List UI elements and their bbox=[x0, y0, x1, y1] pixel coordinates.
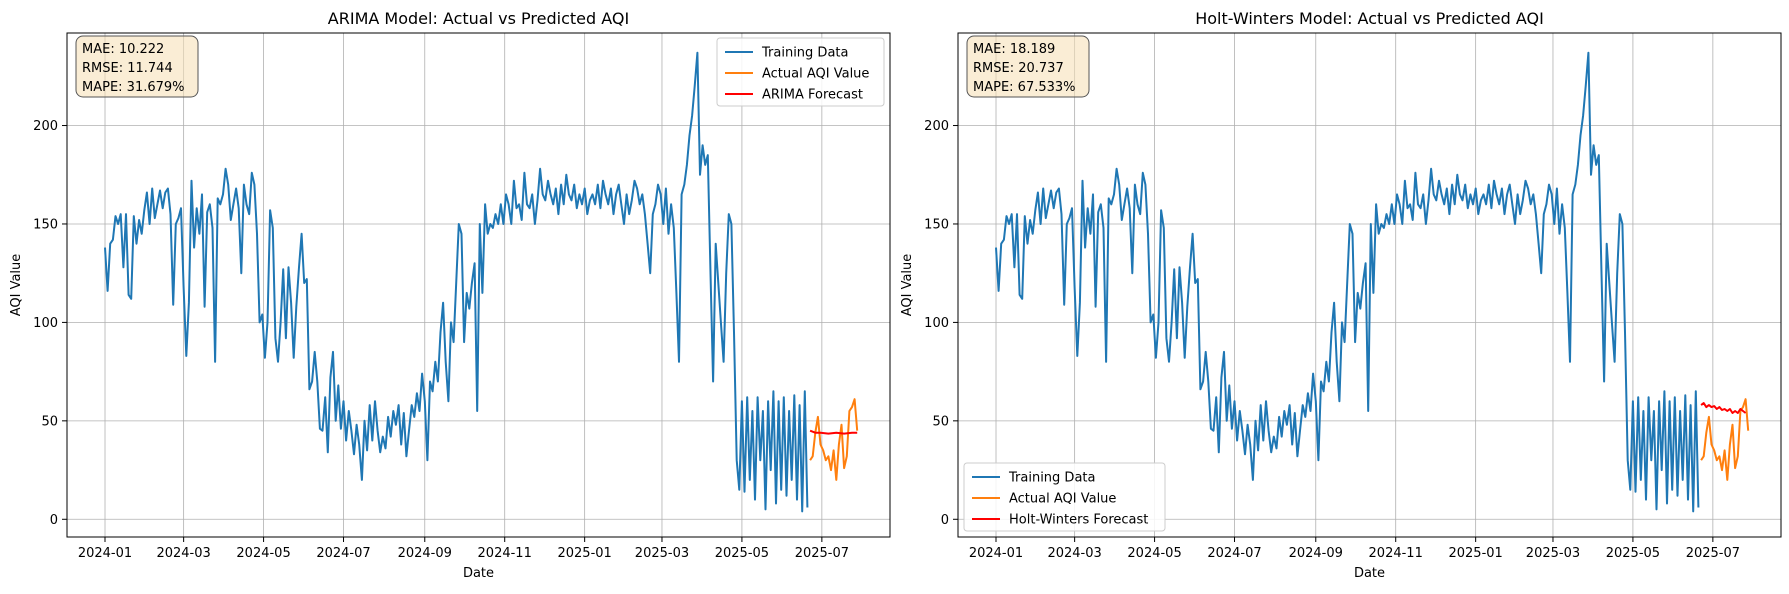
metric-mape: MAPE: 67.533% bbox=[973, 80, 1076, 95]
legend-label: Training Data bbox=[1008, 471, 1095, 486]
x-tick-label: 2025-07 bbox=[795, 546, 849, 561]
series-line-training-data bbox=[104, 51, 809, 513]
legend-label: Actual AQI Value bbox=[1009, 492, 1116, 507]
y-tick-label: 200 bbox=[924, 119, 949, 134]
y-tick-label: 0 bbox=[941, 513, 949, 528]
y-tick-label: 100 bbox=[924, 316, 949, 331]
series-line-actual-aqi-value bbox=[809, 398, 859, 481]
y-tick-label: 100 bbox=[33, 316, 58, 331]
chart-title: ARIMA Model: Actual vs Predicted AQI bbox=[328, 9, 629, 28]
legend-frame bbox=[716, 37, 885, 107]
x-tick-label: 2024-05 bbox=[236, 546, 290, 561]
series-line-holt-winters-forecast bbox=[1700, 402, 1747, 414]
legend-frame bbox=[963, 462, 1166, 532]
metric-mae: MAE: 10.222 bbox=[82, 42, 164, 57]
legend-label: ARIMA Forecast bbox=[762, 88, 863, 103]
y-tick-label: 150 bbox=[33, 217, 58, 232]
legend-label: Actual AQI Value bbox=[762, 67, 869, 82]
x-tick-label: 2024-01 bbox=[969, 546, 1023, 561]
y-tick-label: 150 bbox=[924, 217, 949, 232]
metric-mae: MAE: 18.189 bbox=[973, 42, 1055, 57]
y-tick-label: 50 bbox=[932, 414, 949, 429]
legend: Training Data Actual AQI Value ARIMA Forec… bbox=[716, 37, 885, 107]
chart-title: Holt-Winters Model: Actual vs Predicted … bbox=[1195, 9, 1544, 28]
x-tick-label: 2024-07 bbox=[1207, 546, 1261, 561]
metric-mape: MAPE: 31.679% bbox=[82, 80, 185, 95]
series-line-arima-forecast bbox=[809, 429, 858, 435]
x-tick-label: 2025-01 bbox=[557, 546, 611, 561]
x-tick-label: 2024-03 bbox=[1047, 546, 1101, 561]
metric-rmse: RMSE: 11.744 bbox=[82, 61, 173, 76]
legend: Training Data Actual AQI Value Holt-Winter… bbox=[963, 462, 1166, 532]
y-tick-label: 200 bbox=[33, 119, 58, 134]
y-tick-label: 50 bbox=[41, 414, 58, 429]
x-axis-label: Date bbox=[1354, 566, 1385, 581]
x-tick-label: 2024-07 bbox=[316, 546, 370, 561]
y-axis-label: AQI Value bbox=[9, 254, 24, 317]
x-tick-label: 2025-01 bbox=[1448, 546, 1502, 561]
x-tick-label: 2024-01 bbox=[78, 546, 132, 561]
chart-panel-1: 2024-01 2024-03 2024-05 2024-07 2024-09 2024-… bbox=[9, 9, 891, 581]
chart-panel-2: 2024-01 2024-03 2024-05 2024-07 2024-09 2024-… bbox=[900, 9, 1782, 581]
metric-rmse: RMSE: 20.737 bbox=[973, 61, 1064, 76]
x-tick-label: 2025-03 bbox=[635, 546, 689, 561]
x-tick-label: 2024-11 bbox=[478, 546, 532, 561]
plot-frame bbox=[66, 32, 891, 538]
x-tick-label: 2024-03 bbox=[156, 546, 210, 561]
series-line-actual-aqi-value bbox=[1700, 398, 1750, 481]
plot-frame bbox=[957, 32, 1782, 538]
x-tick-label: 2025-05 bbox=[715, 546, 769, 561]
x-tick-label: 2024-09 bbox=[1289, 546, 1343, 561]
x-tick-label: 2024-05 bbox=[1127, 546, 1181, 561]
metrics-box bbox=[966, 35, 1090, 98]
x-tick-label: 2025-07 bbox=[1686, 546, 1740, 561]
x-tick-label: 2025-05 bbox=[1606, 546, 1660, 561]
x-tick-label: 2024-11 bbox=[1369, 546, 1423, 561]
x-tick-label: 2024-09 bbox=[398, 546, 452, 561]
metrics-box bbox=[75, 35, 199, 98]
y-axis-label: AQI Value bbox=[900, 254, 915, 317]
x-tick-label: 2025-03 bbox=[1526, 546, 1580, 561]
y-tick-label: 0 bbox=[50, 513, 58, 528]
legend-label: Holt-Winters Forecast bbox=[1009, 513, 1148, 528]
x-axis-label: Date bbox=[463, 566, 494, 581]
legend-label: Training Data bbox=[761, 46, 848, 61]
series-line-training-data bbox=[995, 51, 1700, 513]
